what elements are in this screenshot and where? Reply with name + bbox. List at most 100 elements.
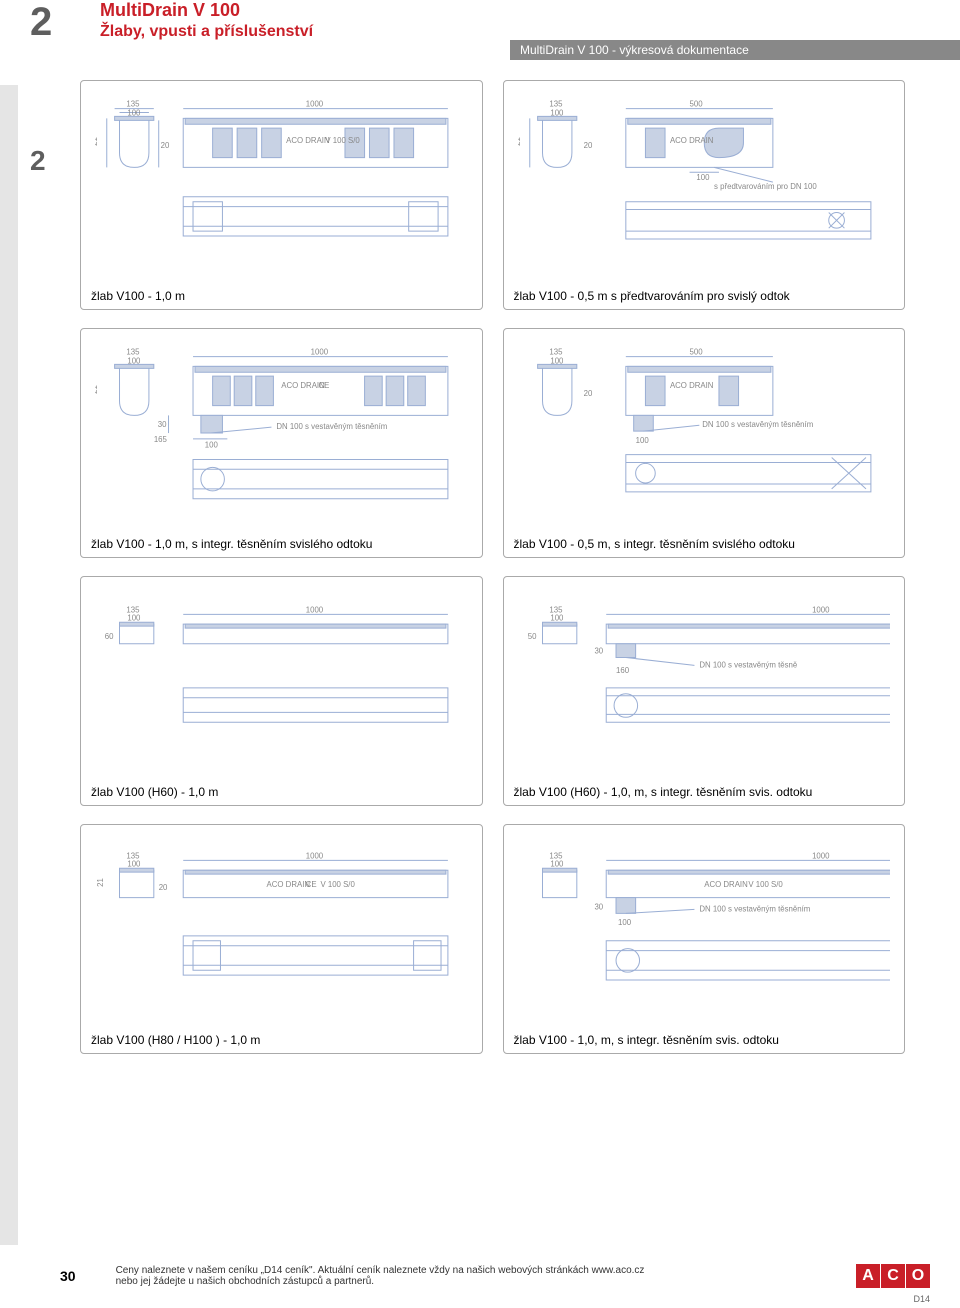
card-label-r1c1: žlab V100 - 1,0 m xyxy=(91,289,185,303)
card-label-r3c1: žlab V100 (H60) - 1,0 m xyxy=(91,785,218,799)
card-r1c2: 135 100 21 20 ACO DRAIN 500 s předtvarov… xyxy=(503,80,906,310)
svg-text:135: 135 xyxy=(549,348,563,357)
svg-text:100: 100 xyxy=(550,356,564,365)
svg-text:135: 135 xyxy=(126,100,140,109)
svg-text:20: 20 xyxy=(583,141,592,150)
card-r2c2: 135 100 20 ACO DRAIN 500 DN 100 s vestav… xyxy=(503,328,906,558)
svg-text:ACO DRAIN: ACO DRAIN xyxy=(669,381,713,390)
row-3: 135 100 60 1000 žlab V100 (H60) - 1,0 m xyxy=(80,576,905,806)
drawing-r1c1: 135 100 21 20 xyxy=(95,95,468,279)
svg-text:1000: 1000 xyxy=(311,348,329,357)
svg-text:100: 100 xyxy=(127,108,141,117)
svg-text:160: 160 xyxy=(616,666,630,675)
svg-text:100: 100 xyxy=(617,918,631,927)
card-r3c2: 135 100 50 1000 30 DN 100 s vestavěným t… xyxy=(503,576,906,806)
svg-text:500: 500 xyxy=(689,348,703,357)
svg-text:100: 100 xyxy=(550,108,564,117)
drawing-r3c2: 135 100 50 1000 30 DN 100 s vestavěným t… xyxy=(518,591,891,775)
row-4: 135 100 21 20 ACO DRAIN CE V 100 S/0 100… xyxy=(80,824,905,1054)
svg-text:ACO DRAIN: ACO DRAIN xyxy=(267,880,311,889)
svg-text:1000: 1000 xyxy=(306,851,324,860)
drawing-r1c2: 135 100 21 20 ACO DRAIN 500 s předtvarov… xyxy=(518,95,891,279)
page-subtitle: Žlaby, vpusti a příslušenství xyxy=(100,23,313,41)
chapter-number: 2 xyxy=(30,0,52,45)
svg-text:s předtvarováním pro DN 100: s předtvarováním pro DN 100 xyxy=(714,182,817,191)
footer-line2: nebo jej žádejte u našich obchodních zás… xyxy=(116,1276,375,1287)
header-bar: MultiDrain V 100 - výkresová dokumentace xyxy=(510,40,960,60)
svg-text:30: 30 xyxy=(158,420,167,429)
drawing-r3c1: 135 100 60 1000 xyxy=(95,591,468,775)
logo-o: O xyxy=(906,1264,930,1288)
svg-text:CE: CE xyxy=(319,381,330,390)
svg-text:V 100 S/0: V 100 S/0 xyxy=(748,880,783,889)
svg-text:50: 50 xyxy=(527,632,536,641)
svg-text:1000: 1000 xyxy=(812,851,830,860)
svg-text:100: 100 xyxy=(127,613,141,622)
svg-text:135: 135 xyxy=(549,100,563,109)
footer-line1: Ceny naleznete v našem ceníku „D14 ceník… xyxy=(116,1265,645,1276)
drawing-r2c1: 135 100 21 ACO DRAIN CE 1000 xyxy=(95,343,468,527)
svg-text:135: 135 xyxy=(126,348,140,357)
svg-text:100: 100 xyxy=(127,859,141,868)
card-r2c1: 135 100 21 ACO DRAIN CE 1000 xyxy=(80,328,483,558)
svg-text:30: 30 xyxy=(594,902,603,911)
card-label-r2c1: žlab V100 - 1,0 m, s integr. těsněním sv… xyxy=(91,537,372,551)
card-r1c1: 135 100 21 20 xyxy=(80,80,483,310)
svg-text:ACO DRAIN: ACO DRAIN xyxy=(286,136,330,145)
drawing-r4c1: 135 100 21 20 ACO DRAIN CE V 100 S/0 100… xyxy=(95,839,468,1023)
card-label-r1c2: žlab V100 - 0,5 m s předtvarováním pro s… xyxy=(514,289,790,303)
svg-text:100: 100 xyxy=(696,173,710,182)
card-r4c1: 135 100 21 20 ACO DRAIN CE V 100 S/0 100… xyxy=(80,824,483,1054)
svg-text:100: 100 xyxy=(205,441,219,450)
svg-text:100: 100 xyxy=(127,356,141,365)
svg-text:21: 21 xyxy=(95,385,99,394)
card-r3c1: 135 100 60 1000 žlab V100 (H60) - 1,0 m xyxy=(80,576,483,806)
footer-text: Ceny naleznete v našem ceníku „D14 ceník… xyxy=(116,1265,856,1287)
svg-text:V 100 S/0: V 100 S/0 xyxy=(320,880,355,889)
svg-text:500: 500 xyxy=(689,100,703,109)
page-title: MultiDrain V 100 xyxy=(100,0,313,21)
logo-c: C xyxy=(881,1264,905,1288)
svg-text:60: 60 xyxy=(105,632,114,641)
drawing-r4c2: 135 100 ACO DRAIN V 100 S/0 1000 30 DN 1… xyxy=(518,839,891,1023)
svg-text:ACO DRAIN: ACO DRAIN xyxy=(669,136,713,145)
card-label-r4c1: žlab V100 (H80 / H100 ) - 1,0 m xyxy=(91,1033,260,1047)
aco-logo: A C O xyxy=(856,1264,930,1288)
svg-text:30: 30 xyxy=(594,647,603,656)
svg-text:V 100 S/0: V 100 S/0 xyxy=(325,136,360,145)
svg-text:DN 100 s vestavěným těsně: DN 100 s vestavěným těsně xyxy=(699,660,797,669)
header: 2 MultiDrain V 100 Žlaby, vpusti a přísl… xyxy=(0,0,960,60)
side-band xyxy=(0,85,18,1245)
svg-text:20: 20 xyxy=(161,141,170,150)
card-label-r2c2: žlab V100 - 0,5 m, s integr. těsněním sv… xyxy=(514,537,795,551)
svg-text:CE: CE xyxy=(306,880,317,889)
svg-text:100: 100 xyxy=(550,859,564,868)
svg-text:ACO DRAIN: ACO DRAIN xyxy=(704,880,748,889)
svg-text:21: 21 xyxy=(95,137,99,146)
drawings-grid: 135 100 21 20 xyxy=(80,80,905,1072)
row-2: 135 100 21 ACO DRAIN CE 1000 xyxy=(80,328,905,558)
svg-text:100: 100 xyxy=(550,613,564,622)
row-1: 135 100 21 20 xyxy=(80,80,905,310)
footer: 30 Ceny naleznete v našem ceníku „D14 ce… xyxy=(0,1264,960,1288)
svg-text:21: 21 xyxy=(518,137,522,146)
title-block: MultiDrain V 100 Žlaby, vpusti a přísluš… xyxy=(100,0,313,41)
svg-text:DN 100 s vestavěným těsněním: DN 100 s vestavěným těsněním xyxy=(702,420,813,429)
svg-text:DN 100 s vestavěným těsněním: DN 100 s vestavěným těsněním xyxy=(699,904,810,913)
logo-a: A xyxy=(856,1264,880,1288)
card-r4c2: 135 100 ACO DRAIN V 100 S/0 1000 30 DN 1… xyxy=(503,824,906,1054)
card-label-r4c2: žlab V100 - 1,0, m, s integr. těsněním s… xyxy=(514,1033,779,1047)
doc-code: D14 xyxy=(913,1294,930,1304)
svg-text:1000: 1000 xyxy=(306,605,324,614)
svg-text:20: 20 xyxy=(583,389,592,398)
card-label-r3c2: žlab V100 (H60) - 1,0, m, s integr. těsn… xyxy=(514,785,813,799)
svg-text:DN 100 s vestavěným těsněním: DN 100 s vestavěným těsněním xyxy=(276,422,387,431)
svg-text:21: 21 xyxy=(96,878,105,887)
svg-text:1000: 1000 xyxy=(306,100,324,109)
page-number: 30 xyxy=(60,1268,76,1284)
svg-text:100: 100 xyxy=(635,436,649,445)
drawing-r2c2: 135 100 20 ACO DRAIN 500 DN 100 s vestav… xyxy=(518,343,891,527)
svg-text:20: 20 xyxy=(159,883,168,892)
svg-text:165: 165 xyxy=(154,435,168,444)
side-chapter-number: 2 xyxy=(30,145,46,177)
